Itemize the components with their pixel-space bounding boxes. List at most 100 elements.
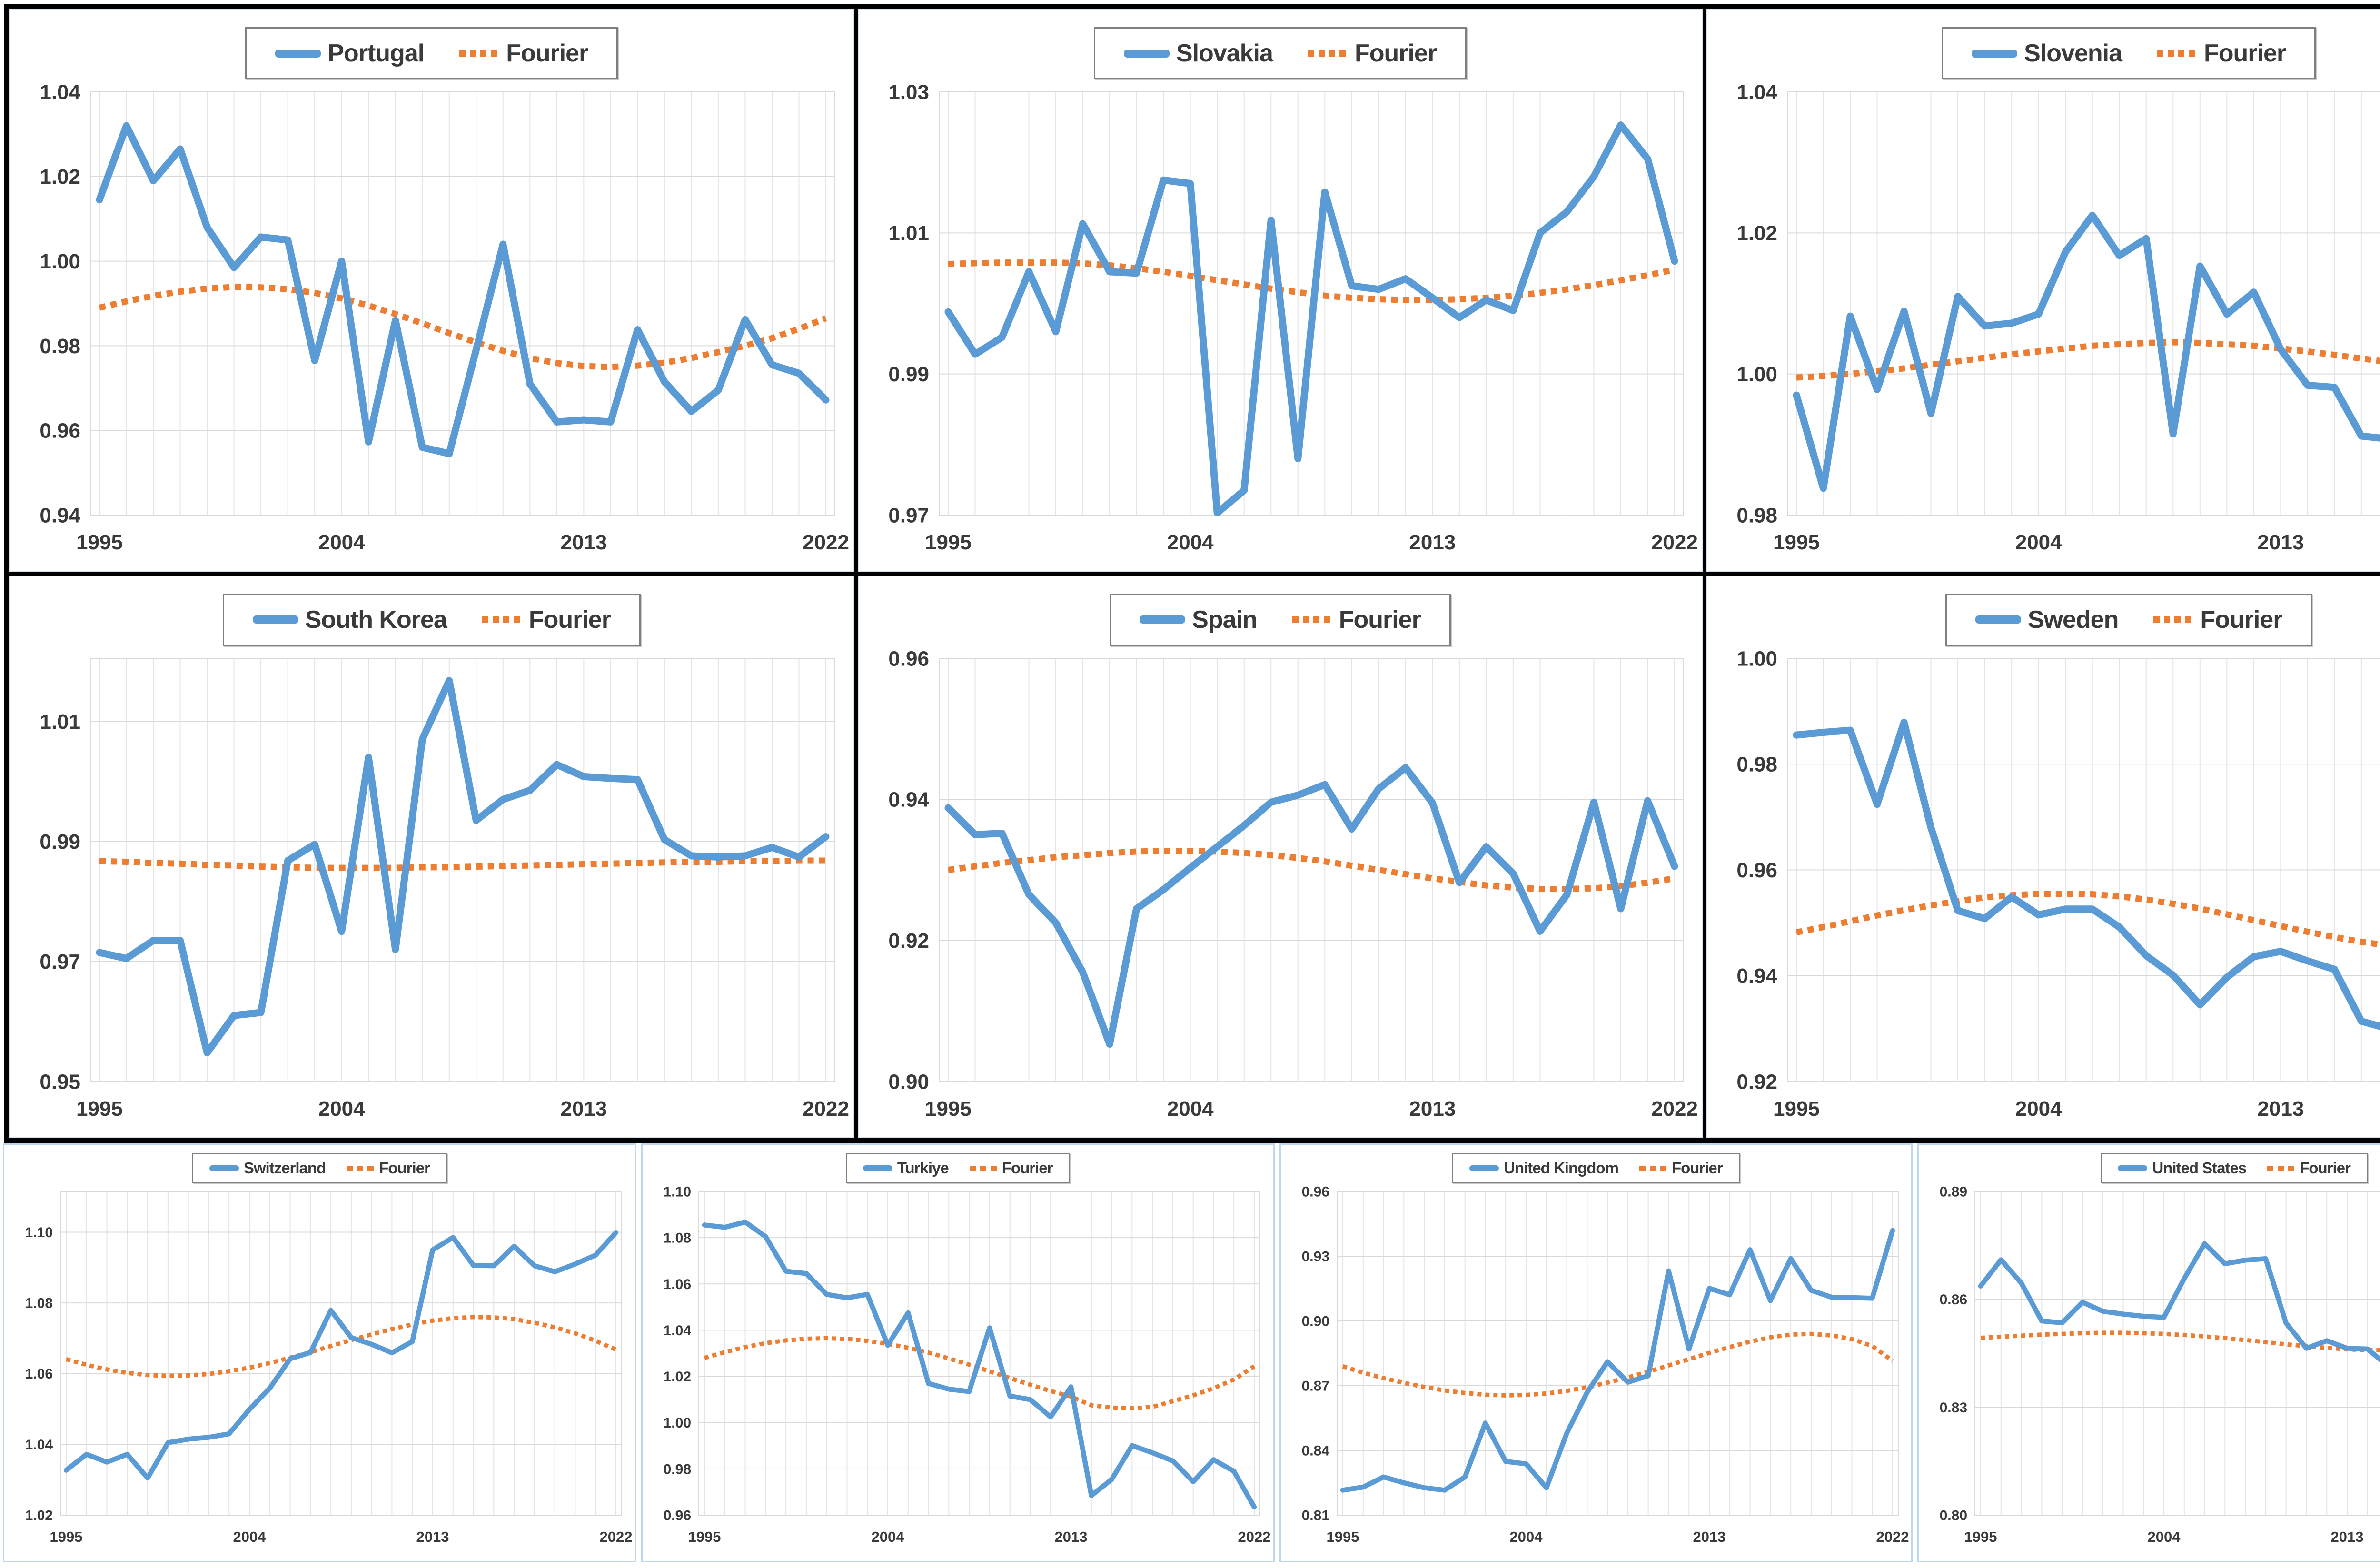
plot-host: 0.920.940.960.981.001995200420132022 xyxy=(1707,646,2380,1138)
x-axis-tick-label: 2022 xyxy=(1876,1528,1909,1545)
series-line-sweden xyxy=(1793,718,2380,1030)
chart-portugal: Portugal Fourier 0.94 0.96 0.98 1.00 1.02 1.04 1… xyxy=(9,9,854,572)
y-axis-tick-label: 0.94 xyxy=(40,504,80,527)
legend-label: Portugal xyxy=(327,40,425,67)
top-chart-block: Portugal Fourier 0.94 0.96 0.98 1.00 1.02 1.04 1… xyxy=(4,4,2380,1143)
y-axis-tick-label: 0.94 xyxy=(888,788,929,811)
legend-line-swatch-icon xyxy=(1975,615,2021,624)
x-axis-tick-label: 2013 xyxy=(2331,1528,2364,1545)
series-line-south-korea xyxy=(96,676,830,1056)
x-axis-tick-label: 1995 xyxy=(76,531,123,554)
y-axis-tick-label: 0.96 xyxy=(888,647,929,670)
series-line-fourier-fourier xyxy=(1981,1330,2380,1353)
series-line-portugal xyxy=(96,122,830,457)
x-axis-tick-label: 2004 xyxy=(318,1097,365,1121)
x-axis-tick-label: 2004 xyxy=(871,1528,904,1545)
legend-label: Fourier xyxy=(528,605,611,634)
x-axis-tick-label: 2004 xyxy=(1167,1097,1213,1121)
series-line-fourier-fourier xyxy=(99,284,827,370)
x-axis-tick-label: 1995 xyxy=(1773,1097,1820,1121)
x-axis-tick-label: 1995 xyxy=(1326,1528,1359,1545)
legend-label: United Kingdom xyxy=(1504,1159,1619,1177)
y-axis-tick-label: 1.00 xyxy=(663,1415,691,1431)
x-axis-tick-label: 2013 xyxy=(1409,1097,1456,1121)
x-axis-tick-label: 2013 xyxy=(2258,1097,2304,1121)
y-axis-tick-label: 0.80 xyxy=(1940,1508,1967,1524)
x-axis-tick-label: 2004 xyxy=(2015,1097,2062,1121)
legend-line-swatch-icon xyxy=(209,1165,239,1171)
y-axis-tick-label: 0.86 xyxy=(1940,1292,1967,1308)
series-line-united-kingdom xyxy=(1340,1228,1895,1493)
legend-item: South Korea xyxy=(252,605,447,634)
y-axis-tick-label: 1.00 xyxy=(40,250,80,273)
legend-label: Sweden xyxy=(2027,605,2119,634)
y-axis-tick-label: 0.95 xyxy=(40,1070,80,1093)
legend-slovenia: Slovenia Fourier xyxy=(1942,27,2316,79)
y-axis-tick-label: 1.04 xyxy=(40,80,80,104)
y-axis-tick-label: 0.90 xyxy=(888,1070,929,1093)
series-line-fourier-fourier xyxy=(704,1336,1256,1411)
plot-area-sweden: 0.920.940.960.981.001995200420132022 xyxy=(1737,647,2380,1121)
y-axis-tick-label: 1.10 xyxy=(25,1225,53,1241)
legend-sweden: Sweden Fourier xyxy=(1945,593,2312,646)
y-axis-tick-label: 1.00 xyxy=(1737,647,1778,670)
plot-host: 0.800.830.860.891995200420132022 xyxy=(1919,1183,2380,1561)
legend-label: South Korea xyxy=(305,605,447,634)
x-axis-tick-label: 1995 xyxy=(925,1097,972,1121)
plot-host: 0.97 0.99 1.01 1.03 1995 2004 2013 2022 xyxy=(859,79,1702,571)
plot-area-united-states: 0.800.830.860.891995200420132022 xyxy=(1940,1184,2380,1545)
legend-dotted-swatch-icon xyxy=(2157,50,2198,57)
x-axis-tick-label: 2013 xyxy=(1054,1528,1087,1545)
legend-portugal: Portugal Fourier xyxy=(245,27,618,79)
legend-line-swatch-icon xyxy=(1140,615,1186,624)
y-axis-tick-label: 0.96 xyxy=(1737,858,1778,882)
x-axis-tick-label: 1995 xyxy=(76,1097,123,1121)
legend-label: Slovenia xyxy=(2024,40,2122,67)
legend-label: Fourier xyxy=(1339,605,1421,634)
y-axis-tick-label: 0.87 xyxy=(1301,1379,1329,1394)
x-axis-tick-label: 2004 xyxy=(1167,531,1213,554)
legend-item: Fourier xyxy=(1292,605,1421,634)
x-axis-tick-label: 2013 xyxy=(416,1528,449,1545)
legend-item: United States xyxy=(2118,1159,2247,1177)
legend-item: Fourier xyxy=(459,39,588,68)
x-axis-tick-label: 2022 xyxy=(1238,1528,1270,1545)
y-axis-tick-label: 0.98 xyxy=(663,1461,691,1477)
chart-spain: Spain Fourier 0.90 0.92 0.94 0.96 1995 2004 2013… xyxy=(857,575,1703,1138)
legend-item: Spain xyxy=(1140,605,1258,634)
chart-slovakia: Slovakia Fourier 0.97 0.99 1.01 1.03 1995 2004 2… xyxy=(857,9,1703,572)
legend-item: Turkiye xyxy=(863,1159,949,1177)
x-axis-tick-label: 1995 xyxy=(1964,1528,1997,1545)
chart-sweden: Sweden Fourier 0.92 0.94 0.96 0.98 1.00 1995 200… xyxy=(1706,575,2380,1138)
plot-host: 0.96 0.98 1.00 1.02 1.04 1.06 1.08 1.10 1995 2004… xyxy=(643,1183,1273,1561)
legend-item: Fourier xyxy=(969,1159,1053,1177)
y-axis-tick-label: 0.94 xyxy=(1737,964,1778,988)
legend-line-swatch-icon xyxy=(863,1165,892,1171)
legend-label: Fourier xyxy=(506,40,588,67)
plot-area-united-kingdom: 0.81 0.84 0.87 0.90 0.93 0.96 1995 2004 2013 2022 xyxy=(1301,1184,1909,1546)
y-axis-tick-label: 1.06 xyxy=(25,1366,53,1382)
legend-line-swatch-icon xyxy=(275,49,321,58)
legend-switzerland: Switzerland Fourier xyxy=(192,1153,447,1183)
legend-label: Fourier xyxy=(379,1159,430,1177)
y-axis-tick-label: 0.96 xyxy=(1301,1184,1329,1200)
x-axis-tick-label: 1995 xyxy=(688,1528,721,1545)
y-axis-tick-label: 0.89 xyxy=(1940,1184,1967,1200)
y-axis-tick-label: 0.96 xyxy=(40,419,80,443)
plot-host: 0.94 0.96 0.98 1.00 1.02 1.04 1995 2004 2013 2022 xyxy=(10,79,853,571)
series-line-fourier-fourier xyxy=(1342,1331,1894,1398)
y-axis-tick-label: 1.08 xyxy=(25,1296,53,1311)
bottom-chart-row: Switzerland Fourier 1.02 1.04 1.06 1.08 1.10 19… xyxy=(3,1143,2380,1562)
y-axis-tick-label: 0.90 xyxy=(1301,1314,1329,1330)
legend-label: United States xyxy=(2152,1159,2247,1177)
plot-area-south-korea: 0.95 0.97 0.99 1.01 1995 2004 2013 2022 xyxy=(40,657,849,1121)
plot-area-turkiye: 0.96 0.98 1.00 1.02 1.04 1.06 1.08 1.10 1995 2004… xyxy=(663,1184,1270,1546)
y-axis-tick-label: 1.01 xyxy=(40,710,80,733)
y-axis-tick-label: 0.98 xyxy=(1737,753,1778,776)
x-axis-tick-label: 1995 xyxy=(50,1528,83,1545)
legend-item: Fourier xyxy=(2267,1159,2351,1177)
x-axis-tick-label: 2013 xyxy=(1693,1528,1726,1545)
y-axis-tick-label: 0.81 xyxy=(1301,1508,1329,1524)
x-axis-tick-label: 1995 xyxy=(925,531,972,554)
